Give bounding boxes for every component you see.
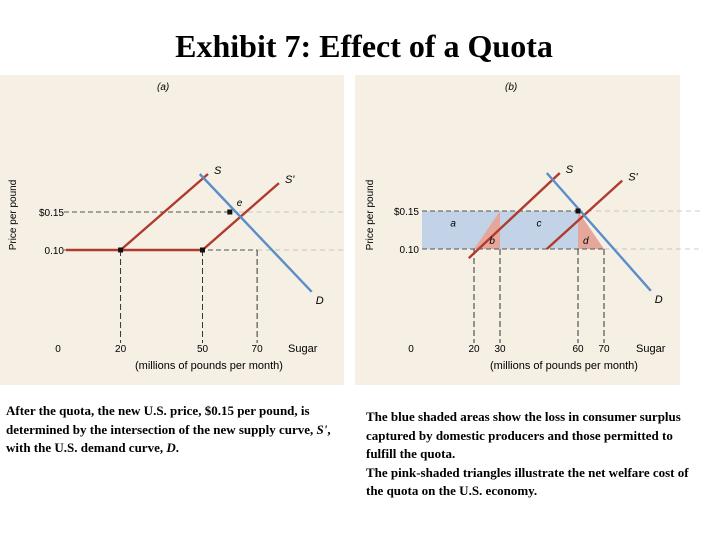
panel-a-series-s [119, 173, 209, 251]
panel-a-label-s: S [214, 165, 222, 177]
panel-a-series-sprime [66, 182, 280, 252]
caption-a-text-2: , with the U.S. demand curve, [6, 421, 331, 456]
panel-b-xlabel-main: Sugar [636, 343, 666, 355]
caption-panel-a: After the quota, the new U.S. price, $0.… [6, 402, 346, 458]
panel-b-ylabel: Price per pound [365, 180, 376, 251]
panel-b-label-s: S [566, 164, 574, 176]
caption-a-text-3: . [175, 440, 179, 455]
caption-a-text-1: After the quota, the new U.S. price, $0.… [6, 403, 317, 437]
panel-b-xtick-1: 20 [468, 344, 480, 355]
panel-b-xtick-3: 60 [572, 344, 584, 355]
panel-b-area-label-b: b [489, 236, 495, 247]
caption-a-italic-2: D [166, 440, 176, 455]
panel-a-ylabel: Price per pound [8, 180, 19, 251]
caption-b-paragraph-2: The pink-shaded triangles illustrate the… [366, 464, 689, 499]
panel-b-area-label-d: d [583, 236, 589, 247]
panel-b-area-d [578, 211, 604, 249]
panel-b-area-label-a: a [450, 218, 456, 229]
panel-a-ytick-1: 0.10 [45, 246, 65, 257]
panel-b-label: (b) [505, 82, 517, 93]
panel-b-label-d: D [655, 294, 663, 306]
panel-a-background [0, 75, 344, 385]
panel-b-xtick-0: 0 [408, 344, 414, 355]
panel-a-label-d: D [316, 295, 324, 307]
caption-a-italic-1: S' [316, 421, 328, 437]
panel-b-xlabel-sub: (millions of pounds per month) [490, 360, 638, 372]
panel-a-point-label-e: e [237, 198, 243, 209]
panel-a-xtick-3: 70 [252, 344, 264, 355]
panel-b-label-sprime: S' [628, 172, 638, 184]
panel-a-xtick-2: 50 [197, 344, 209, 355]
panel-a-xlabel-main: Sugar [288, 343, 318, 355]
page-title: Exhibit 7: Effect of a Quota [175, 28, 553, 64]
caption-b-paragraph-1: The blue shaded areas show the loss in c… [366, 409, 681, 461]
panel-a-xtick-1: 20 [115, 344, 127, 355]
caption-panel-b: The blue shaded areas show the loss in c… [366, 408, 696, 501]
panel-a-xtick-0: 0 [55, 344, 61, 355]
panel-b-series-d [545, 172, 652, 292]
panel-b-ytick-1: 0.10 [400, 245, 420, 256]
panel-a-point-2 [227, 209, 233, 215]
panel-b-series-s [467, 172, 561, 259]
panel-b-area-b [474, 211, 500, 249]
panel-b-point-0 [575, 208, 581, 214]
panel-a-series-d [198, 173, 313, 293]
panel-a-label: (a) [157, 82, 169, 93]
panel-a-point-1 [200, 247, 205, 253]
panel-b-ytick-0: $0.15 [394, 207, 419, 218]
panel-a-point-0 [118, 247, 124, 253]
panel-a-ytick-0: $0.15 [39, 208, 64, 219]
panel-b-area-label-c: c [537, 218, 542, 229]
panel-a-xlabel-sub: (millions of pounds per month) [135, 360, 283, 372]
panel-b-xtick-2: 30 [494, 344, 506, 355]
panel-a-label-sprime: S' [285, 174, 295, 186]
panel-b-xtick-4: 70 [598, 344, 610, 355]
